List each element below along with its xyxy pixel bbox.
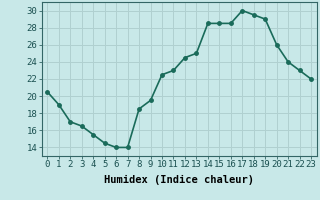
X-axis label: Humidex (Indice chaleur): Humidex (Indice chaleur) (104, 175, 254, 185)
